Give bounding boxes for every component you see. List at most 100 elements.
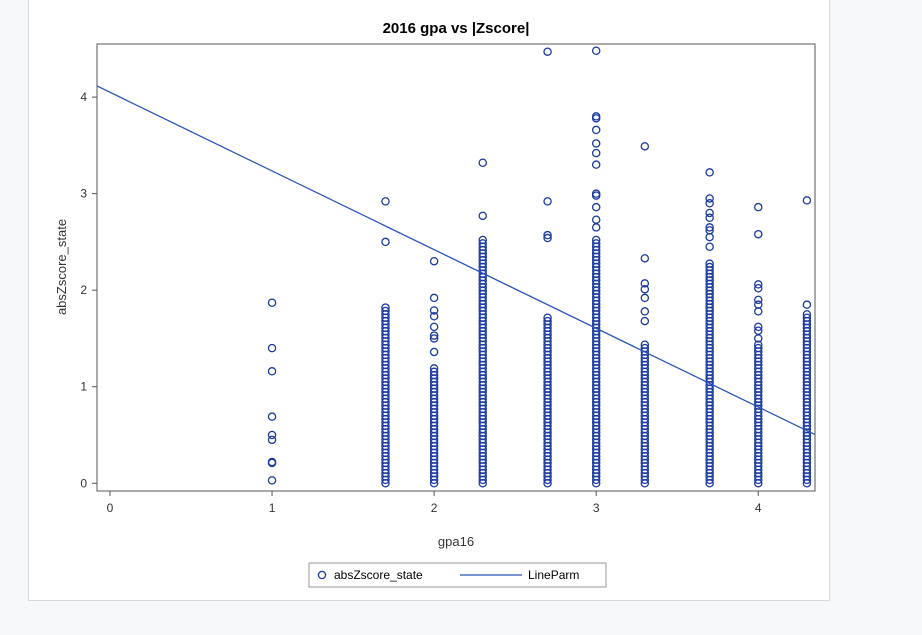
data-point [543, 230, 552, 240]
data-point [267, 343, 277, 353]
data-point [705, 226, 714, 235]
data-point [591, 202, 601, 212]
data-point [543, 313, 552, 322]
scatter-chart: 2016 gpa vs |Zscore| 0 1 2 3 4 0 1 2 3 4 gpa16 a… [54, 20, 816, 588]
y-tick-label: 4 [80, 90, 87, 104]
data-point [802, 313, 812, 322]
data-point [640, 284, 650, 294]
x-tick-label: 1 [269, 501, 276, 515]
data-point [267, 412, 277, 421]
data-point [705, 242, 714, 251]
data-point [478, 235, 487, 245]
data-point [591, 46, 601, 56]
y-axis: 0 1 2 3 4 [80, 90, 97, 490]
data-point [640, 279, 650, 288]
data-point [381, 303, 390, 312]
data-point [478, 158, 487, 167]
data-point [802, 300, 812, 309]
data-point [802, 310, 812, 319]
x-axis: 0 1 2 3 4 [107, 491, 762, 515]
y-tick-label: 0 [80, 476, 87, 490]
data-point [591, 139, 601, 148]
data-point [429, 334, 439, 343]
data-point [591, 160, 601, 169]
data-point [267, 435, 277, 445]
data-point [429, 367, 439, 377]
y-tick-label: 2 [80, 283, 87, 297]
data-point [591, 189, 601, 198]
data-point [705, 194, 714, 203]
data-point [640, 316, 650, 326]
data-point [429, 322, 439, 332]
data-point [754, 295, 763, 305]
x-tick-label: 2 [431, 501, 438, 515]
data-point [429, 331, 439, 340]
data-point [543, 233, 552, 243]
data-point [429, 293, 439, 303]
data-point [640, 142, 650, 151]
data-point [267, 430, 277, 440]
legend: absZscore_state LineParm [308, 562, 607, 588]
legend-label-abszscore: absZscore_state [334, 568, 423, 582]
data-point [381, 237, 390, 247]
data-point [429, 347, 439, 357]
legend-label-lineparm: LineParm [528, 568, 579, 582]
fit-line [96, 85, 816, 436]
data-point [754, 343, 763, 353]
data-point [640, 307, 650, 316]
x-tick-label: 4 [755, 501, 762, 515]
y-tick-label: 3 [80, 187, 87, 201]
data-point [754, 340, 763, 349]
data-point [640, 340, 650, 349]
y-tick-label: 1 [80, 380, 87, 394]
data-point [429, 312, 439, 321]
data-point [543, 47, 552, 56]
data-point [754, 280, 763, 289]
chart-title: 2016 gpa vs |Zscore| [383, 20, 530, 37]
data-point [478, 239, 487, 248]
data-point [267, 457, 277, 467]
data-point [705, 262, 714, 272]
data-point [640, 293, 650, 303]
data-point [591, 215, 601, 224]
data-point [754, 326, 763, 335]
data-point [705, 213, 714, 223]
data-point [429, 364, 439, 373]
legend-marker-circle [317, 570, 327, 580]
x-tick-label: 3 [593, 501, 600, 515]
chart-panel: 2016 gpa vs |Zscore| 0 1 2 3 4 0 1 2 3 4 gpa16 a… [28, 0, 830, 601]
data-point [591, 235, 601, 245]
data-point [802, 196, 812, 205]
data-point [705, 223, 714, 232]
data-point [591, 239, 601, 248]
data-point [705, 199, 714, 208]
data-point [543, 316, 552, 326]
data-point [705, 208, 714, 218]
data-point [754, 300, 763, 309]
data-point [381, 306, 390, 316]
points-layer [267, 46, 812, 488]
data-point [478, 211, 487, 221]
plot-area [96, 43, 816, 492]
data-point [754, 284, 763, 293]
x-tick-label: 0 [107, 501, 114, 515]
legend-box [308, 562, 607, 588]
data-point [591, 112, 601, 121]
data-point [591, 125, 601, 135]
data-point [754, 229, 763, 239]
x-axis-label: gpa16 [438, 534, 474, 549]
data-point [543, 197, 552, 206]
data-point [640, 254, 650, 263]
data-point [381, 197, 390, 206]
data-point [429, 306, 439, 315]
data-point [267, 298, 277, 307]
data-point [705, 259, 714, 268]
data-point [429, 256, 439, 266]
y-axis-label: absZscore_state [54, 219, 69, 315]
data-point [705, 168, 714, 177]
fit-line-layer [96, 85, 816, 436]
data-point [754, 322, 763, 332]
data-point [267, 476, 277, 485]
data-point [754, 202, 763, 212]
data-point [591, 148, 601, 158]
